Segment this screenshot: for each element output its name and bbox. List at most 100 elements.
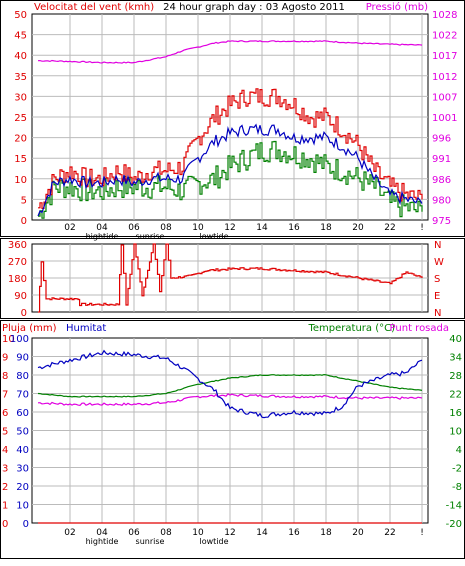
temperature-tick-label: -2 (452, 464, 462, 475)
hour-tick-label: 08 (160, 528, 172, 538)
hour-tick-label: 18 (320, 528, 332, 538)
event-marker-label: sunrise (136, 537, 165, 546)
wind-tick-label: 10 (14, 175, 27, 186)
humidity-tick-label: 90 (16, 353, 29, 364)
hour-tick-label: 20 (352, 223, 364, 233)
humidity-tick-label: 80 (16, 371, 29, 382)
hour-tick-label: 08 (160, 223, 172, 233)
direction-tick-label: 90 (14, 291, 27, 302)
temperature-series-line (37, 373, 423, 398)
event-marker-label: sunrise (136, 232, 165, 241)
humidity-tick-label: 20 (16, 482, 29, 493)
hour-tick-label: 18 (320, 223, 332, 233)
hour-tick-label: 22 (384, 223, 395, 233)
temperature-tick-label: -8 (452, 482, 462, 493)
hour-tick-label: 12 (224, 528, 235, 538)
humidity-series-line (37, 349, 423, 419)
direction-tick-label: 180 (8, 274, 27, 285)
rain-tick-label: 9 (2, 353, 8, 364)
pressure-tick-label: 986 (432, 175, 451, 186)
dewpoint-title: Punt rosada (390, 323, 449, 334)
hour-tick-label: 10 (192, 528, 204, 538)
pressure-tick-label: 1017 (432, 51, 457, 62)
hour-tick-label: 20 (352, 528, 364, 538)
rain-tick-label: 1 (2, 501, 8, 512)
temperature-tick-label: 16 (449, 408, 462, 419)
pressure-tick-label: 975 (432, 216, 451, 227)
rain-tick-label: 4 (2, 445, 8, 456)
pressure-title: Pressió (mb) (366, 1, 428, 13)
compass-label: W (434, 257, 444, 268)
event-marker-label: hightide (86, 232, 119, 241)
pressure-series-line (37, 40, 423, 64)
wind-tick-label: 5 (21, 195, 27, 206)
wind-tick-label: 0 (21, 216, 27, 227)
humidity-tick-label: 0 (23, 519, 29, 530)
wind-tick-label: 40 (14, 51, 27, 62)
temperature-tick-label: -20 (446, 519, 462, 530)
rain-tick-label: 5 (2, 427, 8, 438)
hour-tick-label: 10 (192, 223, 204, 233)
pressure-tick-label: 1028 (432, 10, 457, 21)
pressure-tick-label: 1007 (432, 92, 457, 103)
temperature-tick-label: 10 (449, 427, 462, 438)
hour-tick-label: ! (420, 223, 424, 233)
dewpoint-series-line (37, 393, 423, 407)
temperature-tick-label: 22 (449, 390, 462, 401)
direction-tick-label: 360 (8, 240, 27, 251)
hour-tick-label: 14 (256, 223, 268, 233)
wind-gust-green-series-line (38, 140, 423, 219)
hour-tick-label: 02 (64, 528, 75, 538)
hour-tick-label: 04 (96, 528, 108, 538)
rain-tick-label: 0 (2, 519, 8, 530)
wind-tick-label: 20 (14, 134, 27, 145)
humidity-tick-label: 60 (16, 408, 29, 419)
wind-speed-title: Velocitat del vent (kmh) (34, 2, 154, 13)
compass-label: N (434, 308, 441, 319)
rain-tick-label: 2 (2, 482, 8, 493)
humidity-tick-label: 100 (10, 334, 29, 345)
pressure-tick-label: 1001 (432, 113, 457, 124)
hour-tick-label: 12 (224, 223, 235, 233)
compass-label: E (434, 291, 440, 302)
humidity-tick-label: 30 (16, 464, 29, 475)
temperature-tick-label: 40 (449, 334, 462, 345)
temperature-tick-label: 28 (449, 371, 462, 382)
wind-tick-label: 35 (14, 72, 27, 83)
pressure-tick-label: 1012 (432, 72, 457, 83)
direction-tick-label: 0 (21, 308, 27, 319)
hour-tick-label: 04 (96, 223, 108, 233)
compass-label: N (434, 240, 441, 251)
wind-tick-label: 45 (14, 31, 27, 42)
rain-tick-label: 6 (2, 408, 8, 419)
rain-tick-label: 10 (2, 334, 15, 345)
wind-avg-blue-series-line (37, 123, 423, 217)
event-marker-label: lowtide (199, 232, 228, 241)
pressure-tick-label: 1022 (432, 31, 457, 42)
pressure-tick-label: 996 (432, 134, 451, 145)
hour-tick-label: 16 (288, 223, 300, 233)
rain-title: Pluja (mm) (2, 323, 57, 334)
event-marker-label: hightide (86, 537, 119, 546)
wind-direction-series-line (38, 243, 423, 313)
rain-tick-label: 8 (2, 371, 8, 382)
hour-tick-label: 06 (128, 528, 140, 538)
humidity-title: Humitat (66, 323, 106, 334)
pressure-tick-label: 980 (432, 195, 451, 206)
hour-tick-label: ! (420, 528, 424, 538)
hour-tick-label: 06 (128, 223, 140, 233)
temperature-tick-label: 4 (456, 445, 462, 456)
humidity-tick-label: 10 (16, 501, 29, 512)
temperature-title: Temperatura (°C) (307, 323, 395, 334)
wind-tick-label: 30 (14, 92, 27, 103)
hour-tick-label: 16 (288, 528, 300, 538)
hour-tick-label: 02 (64, 223, 75, 233)
humidity-tick-label: 40 (16, 445, 29, 456)
graph-day-title: 24 hour graph day : 03 Agosto 2011 (163, 2, 345, 13)
pressure-tick-label: 991 (432, 154, 451, 165)
wind-tick-label: 15 (14, 154, 27, 165)
wind-tick-label: 50 (14, 10, 27, 21)
hour-tick-label: 14 (256, 528, 268, 538)
